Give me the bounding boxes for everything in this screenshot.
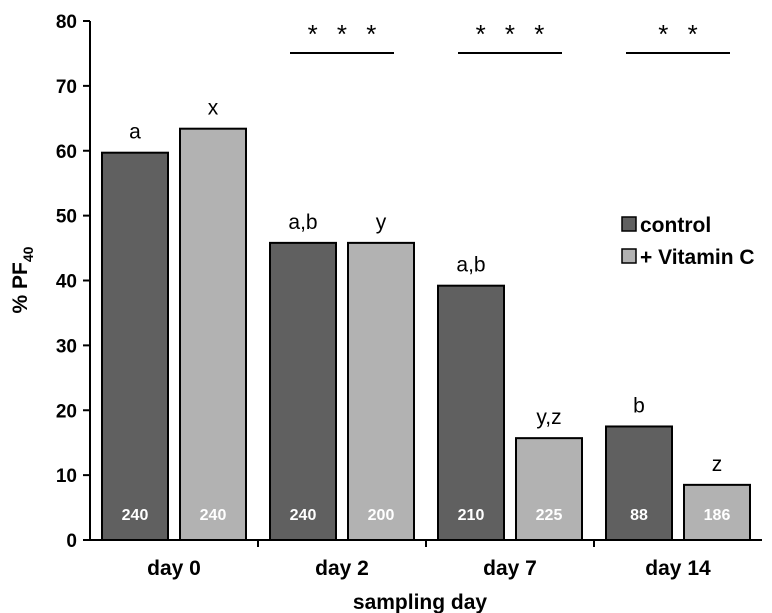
legend-swatch bbox=[621, 216, 637, 232]
bar bbox=[179, 127, 247, 541]
bar bbox=[515, 437, 583, 541]
bar-letter-label: b bbox=[633, 394, 645, 417]
x-tick-label: day 7 bbox=[483, 557, 537, 580]
y-tick-label: 40 bbox=[56, 272, 77, 293]
bar-sample-size-label: 200 bbox=[368, 507, 395, 524]
bar-sample-size-label: 240 bbox=[200, 507, 227, 524]
bar-sample-size-label: 240 bbox=[122, 507, 149, 524]
x-tick-label: day 14 bbox=[645, 557, 711, 580]
y-axis-title: % PF40 bbox=[9, 246, 36, 313]
bar-letter-label: y bbox=[376, 211, 387, 234]
legend-label: + Vitamin C bbox=[640, 246, 755, 269]
x-axis-title: sampling day bbox=[353, 591, 488, 613]
legend-label: control bbox=[640, 214, 711, 237]
y-tick-label: 20 bbox=[56, 401, 77, 422]
bar-letter-label: y,z bbox=[536, 406, 561, 429]
x-axis: day 0 day 2 day 7 day 14 bbox=[90, 539, 762, 580]
y-tick-label: 30 bbox=[56, 336, 77, 357]
y-tick-label: 0 bbox=[66, 531, 77, 552]
bar-sample-size-label: 88 bbox=[630, 507, 648, 524]
bar-letter-label: a bbox=[129, 121, 141, 144]
bar-letter-label: a,b bbox=[288, 211, 317, 234]
significance-stars: * * * bbox=[308, 19, 383, 49]
y-axis-title-main: % PF bbox=[9, 262, 32, 314]
bar-labels: a 240 x 240 a,b 240 y 200 a,b 210 y,z 225 b 88 z 186 bbox=[122, 97, 731, 524]
bar-sample-size-label: 225 bbox=[536, 507, 563, 524]
significance-stars: * * * bbox=[476, 19, 551, 49]
y-tick-label: 80 bbox=[56, 12, 77, 33]
bar bbox=[101, 151, 169, 541]
y-axis: 0 10 20 30 40 50 60 70 80 bbox=[56, 12, 91, 552]
bar bbox=[605, 425, 673, 541]
legend-swatch bbox=[621, 248, 637, 264]
x-tick-label: day 0 bbox=[147, 557, 201, 580]
bar bbox=[347, 241, 415, 541]
bar-sample-size-label: 210 bbox=[458, 507, 485, 524]
bar-letter-label: a,b bbox=[456, 254, 485, 277]
bar-sample-size-label: 240 bbox=[290, 507, 317, 524]
y-tick-label: 70 bbox=[56, 77, 77, 98]
bar bbox=[437, 284, 505, 541]
y-tick-label: 60 bbox=[56, 142, 77, 163]
bar bbox=[269, 241, 337, 541]
legend: control + Vitamin C bbox=[621, 214, 755, 269]
bars bbox=[101, 127, 751, 542]
bar-letter-label: x bbox=[208, 97, 219, 120]
significance-stars: * * bbox=[658, 19, 703, 49]
y-tick-label: 50 bbox=[56, 207, 77, 228]
y-tick-label: 10 bbox=[56, 466, 77, 487]
x-tick-label: day 2 bbox=[315, 557, 369, 580]
bar-sample-size-label: 186 bbox=[704, 507, 731, 524]
significance-markers: * * * * * * * * bbox=[290, 19, 730, 54]
bar-letter-label: z bbox=[712, 453, 723, 476]
y-axis-title-subscript: 40 bbox=[20, 246, 36, 262]
bar bbox=[683, 483, 751, 542]
